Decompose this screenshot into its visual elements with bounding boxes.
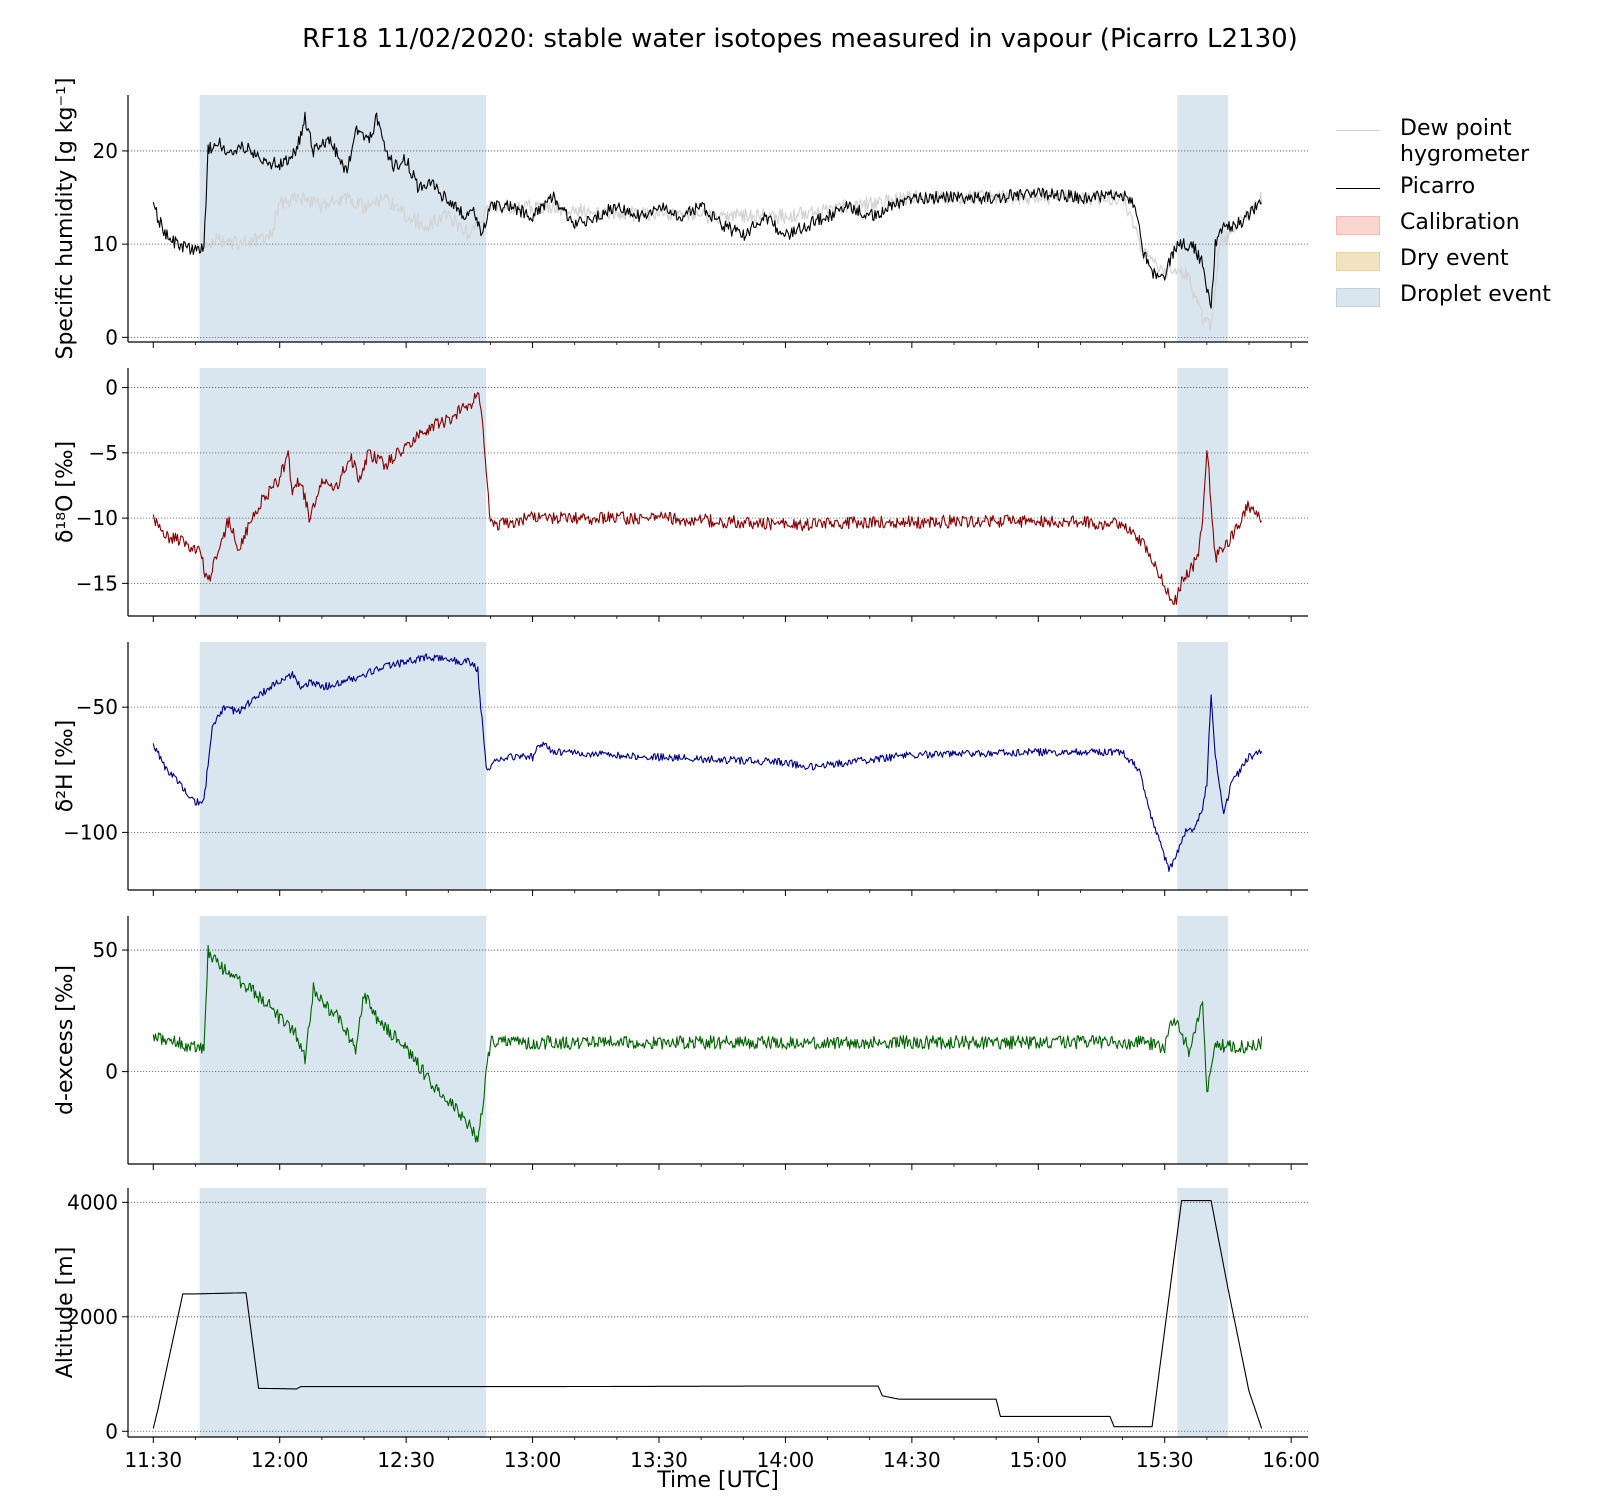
y-axis-label: Specific humidity [g kg⁻¹] [53, 77, 78, 359]
legend-label: Droplet event [1400, 282, 1551, 307]
panel-2: −15 −10 −5 0 δ¹⁸O [‰] [53, 368, 1308, 622]
y-tick-label: −10 [76, 506, 118, 530]
y-tick-label: 0 [105, 1060, 118, 1084]
legend-swatch [1336, 210, 1380, 240]
x-tick-label: 14:30 [883, 1448, 941, 1472]
picarro-series-line [152, 111, 1263, 309]
y-axis-label: δ¹⁸O [‰] [53, 441, 78, 543]
legend-swatch [1336, 116, 1380, 146]
x-tick-label: 12:00 [251, 1448, 309, 1472]
y-tick-label: 10 [93, 232, 118, 256]
y-axis-label: δ²H [‰] [53, 720, 78, 813]
legend-item-droplet-event: Droplet event [1336, 282, 1551, 312]
legend-label: Dry event [1400, 246, 1509, 271]
panel-3-series-line [152, 653, 1263, 872]
panel-5-series-line [152, 1200, 1263, 1429]
dew-point-hygrometer-series-line [199, 189, 1263, 332]
legend-label: Calibration [1400, 210, 1520, 235]
x-tick-label: 15:00 [1009, 1448, 1067, 1472]
y-tick-label: 0 [105, 1419, 118, 1443]
legend-item-calibration: Calibration [1336, 210, 1551, 240]
legend-label: Picarro [1400, 174, 1476, 199]
legend-item-picarro: Picarro [1336, 174, 1551, 204]
y-axis-label: d-excess [‰] [53, 965, 78, 1115]
panel-4-series-line [152, 944, 1263, 1143]
droplet-event-band [199, 1188, 487, 1437]
y-tick-label: 20 [93, 139, 118, 163]
y-tick-label: 50 [93, 938, 118, 962]
y-tick-label: 2000 [67, 1305, 118, 1329]
panel-5: 0 2000 4000 Altitude [m] 11:30 12:00 12:30 13:0… [53, 1188, 1320, 1472]
legend-swatch [1336, 174, 1380, 204]
y-axis-label: Altitude [m] [53, 1247, 78, 1379]
x-tick-label: 15:30 [1136, 1448, 1194, 1472]
legend: Dew point hygrometer Picarro Calibration… [1336, 116, 1551, 318]
legend-line [1336, 130, 1380, 131]
y-tick-label: −100 [63, 820, 118, 844]
x-tick-label: 14:00 [757, 1448, 815, 1472]
x-tick-label: 12:30 [377, 1448, 435, 1472]
y-tick-label: −5 [89, 441, 118, 465]
legend-patch [1336, 216, 1380, 235]
panel-2-series-line [152, 391, 1263, 605]
droplet-event-band [199, 916, 487, 1164]
x-axis-label: Time [UTC] [657, 1468, 779, 1493]
legend-item-dew-point: Dew point hygrometer [1336, 116, 1551, 168]
y-tick-label: 0 [105, 376, 118, 400]
x-tick-label: 11:30 [124, 1448, 182, 1472]
x-tick-label: 13:00 [504, 1448, 562, 1472]
legend-patch [1336, 288, 1380, 307]
y-tick-label: −50 [76, 695, 118, 719]
legend-swatch [1336, 282, 1380, 312]
droplet-event-band [1177, 95, 1228, 342]
droplet-event-band [199, 642, 487, 890]
legend-patch [1336, 252, 1380, 271]
droplet-event-band [199, 368, 487, 616]
y-tick-label: 4000 [67, 1190, 118, 1214]
x-tick-label: 16:00 [1262, 1448, 1320, 1472]
panel-4: 0 50 d-excess [‰] [53, 916, 1308, 1170]
legend-item-dry-event: Dry event [1336, 246, 1551, 276]
legend-swatch [1336, 246, 1380, 276]
y-tick-label: 0 [105, 325, 118, 349]
chart-title: RF18 11/02/2020: stable water isotopes m… [302, 24, 1298, 54]
y-tick-label: −15 [76, 571, 118, 595]
droplet-event-band [199, 95, 487, 342]
droplet-event-band [1177, 642, 1228, 890]
x-tick-label: 13:30 [630, 1448, 688, 1472]
droplet-event-band [1177, 1188, 1228, 1437]
legend-line [1336, 188, 1380, 189]
legend-label: Dew point hygrometer [1400, 116, 1530, 167]
panel-1: 0 10 20 Specific humidity [g kg⁻¹] [53, 77, 1308, 360]
